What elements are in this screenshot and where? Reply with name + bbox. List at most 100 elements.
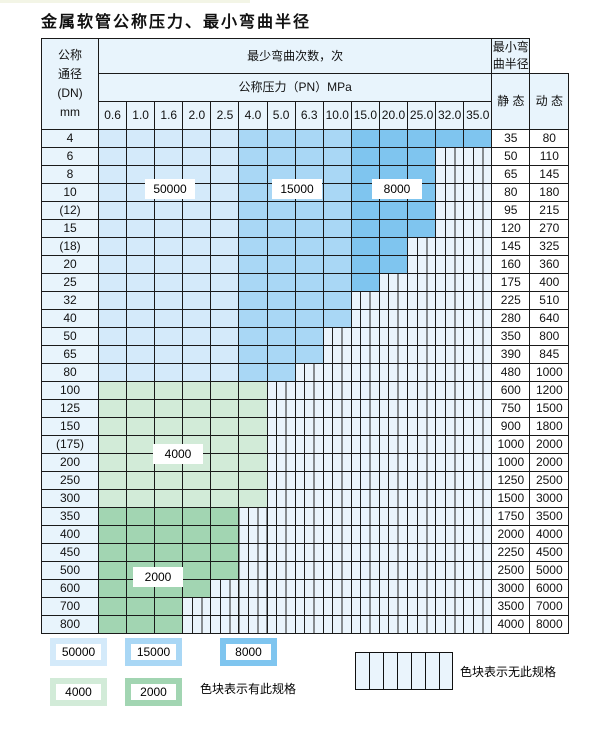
unavailable-cell xyxy=(435,237,465,256)
static-radius-cell: 95 xyxy=(491,201,531,220)
available-cell xyxy=(182,147,212,166)
available-cell xyxy=(210,507,240,526)
available-cell xyxy=(126,327,156,346)
legend-unavailable-text: 色块表示无此规格 xyxy=(460,665,557,679)
unavailable-cell xyxy=(294,453,324,472)
unavailable-cell xyxy=(294,615,324,634)
available-cell xyxy=(154,129,184,148)
unavailable-cell xyxy=(463,183,493,202)
dynamic-radius-cell: 6000 xyxy=(529,579,570,598)
unavailable-cell xyxy=(322,417,352,436)
available-cell xyxy=(210,327,240,346)
unavailable-cell xyxy=(350,471,380,490)
available-cell xyxy=(266,147,296,166)
available-cell xyxy=(322,201,352,220)
unavailable-cell xyxy=(378,291,409,310)
available-cell xyxy=(182,219,212,238)
unavailable-cell xyxy=(238,597,268,616)
unavailable-cell xyxy=(266,453,296,472)
available-cell xyxy=(238,291,268,310)
available-cell xyxy=(350,129,380,148)
table-row: 400 2000 4000 xyxy=(41,525,570,544)
available-cell xyxy=(210,381,240,400)
unavailable-cell xyxy=(378,399,409,418)
unavailable-cell xyxy=(182,615,212,634)
unavailable-cell xyxy=(435,165,465,184)
available-cell xyxy=(182,255,212,274)
available-cell xyxy=(210,489,240,508)
page-title: 金属软管公称压力、最小弯曲半径 xyxy=(41,12,312,31)
pressure-column-header: 10.0 xyxy=(322,101,352,130)
dn-cell: 80 xyxy=(41,363,99,382)
unavailable-cell xyxy=(378,327,409,346)
available-cell xyxy=(294,291,324,310)
dynamic-radius-cell: 8000 xyxy=(529,615,570,634)
available-cell xyxy=(126,453,156,472)
available-cell xyxy=(154,363,184,382)
unavailable-cell xyxy=(322,597,352,616)
unavailable-cell xyxy=(210,597,240,616)
unavailable-cell xyxy=(322,543,352,562)
dynamic-radius-cell: 845 xyxy=(529,345,570,364)
unavailable-cell xyxy=(463,165,493,184)
dynamic-radius-cell: 3500 xyxy=(529,507,570,526)
unavailable-cell xyxy=(294,579,324,598)
static-radius-cell: 225 xyxy=(491,291,531,310)
dynamic-radius-cell: 2000 xyxy=(529,453,570,472)
unavailable-cell xyxy=(350,597,380,616)
unavailable-cell xyxy=(238,561,268,580)
available-cell xyxy=(435,129,465,148)
dynamic-radius-cell: 7000 xyxy=(529,597,570,616)
table-row: 32 225 510 xyxy=(41,291,570,310)
unavailable-cell xyxy=(378,471,409,490)
available-cell xyxy=(154,291,184,310)
pressure-column-header: 25.0 xyxy=(407,101,437,130)
static-radius-cell: 4000 xyxy=(491,615,531,634)
unavailable-cell xyxy=(407,561,437,580)
available-cell xyxy=(182,489,212,508)
dn-header-line: 公称 xyxy=(57,48,82,62)
unavailable-cell xyxy=(407,579,437,598)
dynamic-radius-cell: 2500 xyxy=(529,471,570,490)
available-cell xyxy=(126,399,156,418)
unavailable-cell xyxy=(435,615,465,634)
available-cell xyxy=(350,219,380,238)
unavailable-cell xyxy=(435,327,465,346)
unavailable-cell xyxy=(350,615,380,634)
unavailable-cell xyxy=(463,309,493,328)
static-radius-cell: 1500 xyxy=(491,489,531,508)
available-cell xyxy=(126,129,156,148)
dynamic-radius-cell: 1000 xyxy=(529,363,570,382)
unavailable-cell xyxy=(435,201,465,220)
available-cell xyxy=(97,597,128,616)
table-row: 15 120 270 xyxy=(41,219,570,238)
available-cell xyxy=(154,219,184,238)
unavailable-cell xyxy=(463,345,493,364)
unavailable-cell xyxy=(238,615,268,634)
unavailable-cell xyxy=(378,489,409,508)
unavailable-cell xyxy=(378,345,409,364)
pressure-column-header: 5.0 xyxy=(266,101,296,130)
available-cell xyxy=(126,255,156,274)
available-cell xyxy=(238,129,268,148)
unavailable-cell xyxy=(407,345,437,364)
static-radius-cell: 480 xyxy=(491,363,531,382)
unavailable-cell xyxy=(435,363,465,382)
unavailable-cell xyxy=(350,363,380,382)
available-cell xyxy=(350,255,380,274)
static-radius-cell: 900 xyxy=(491,417,531,436)
unavailable-cell xyxy=(322,435,352,454)
static-radius-cell: 3000 xyxy=(491,579,531,598)
available-cell xyxy=(126,471,156,490)
static-radius-cell: 750 xyxy=(491,399,531,418)
unavailable-cell xyxy=(435,561,465,580)
unavailable-cell xyxy=(463,507,493,526)
dn-cell: 100 xyxy=(41,381,99,400)
unavailable-cell xyxy=(407,615,437,634)
unavailable-cell xyxy=(407,453,437,472)
unavailable-cell xyxy=(407,273,437,292)
dn-header-line: mm xyxy=(60,105,80,119)
unavailable-cell xyxy=(350,453,380,472)
available-cell xyxy=(154,381,184,400)
dynamic-radius-cell: 400 xyxy=(529,273,570,292)
